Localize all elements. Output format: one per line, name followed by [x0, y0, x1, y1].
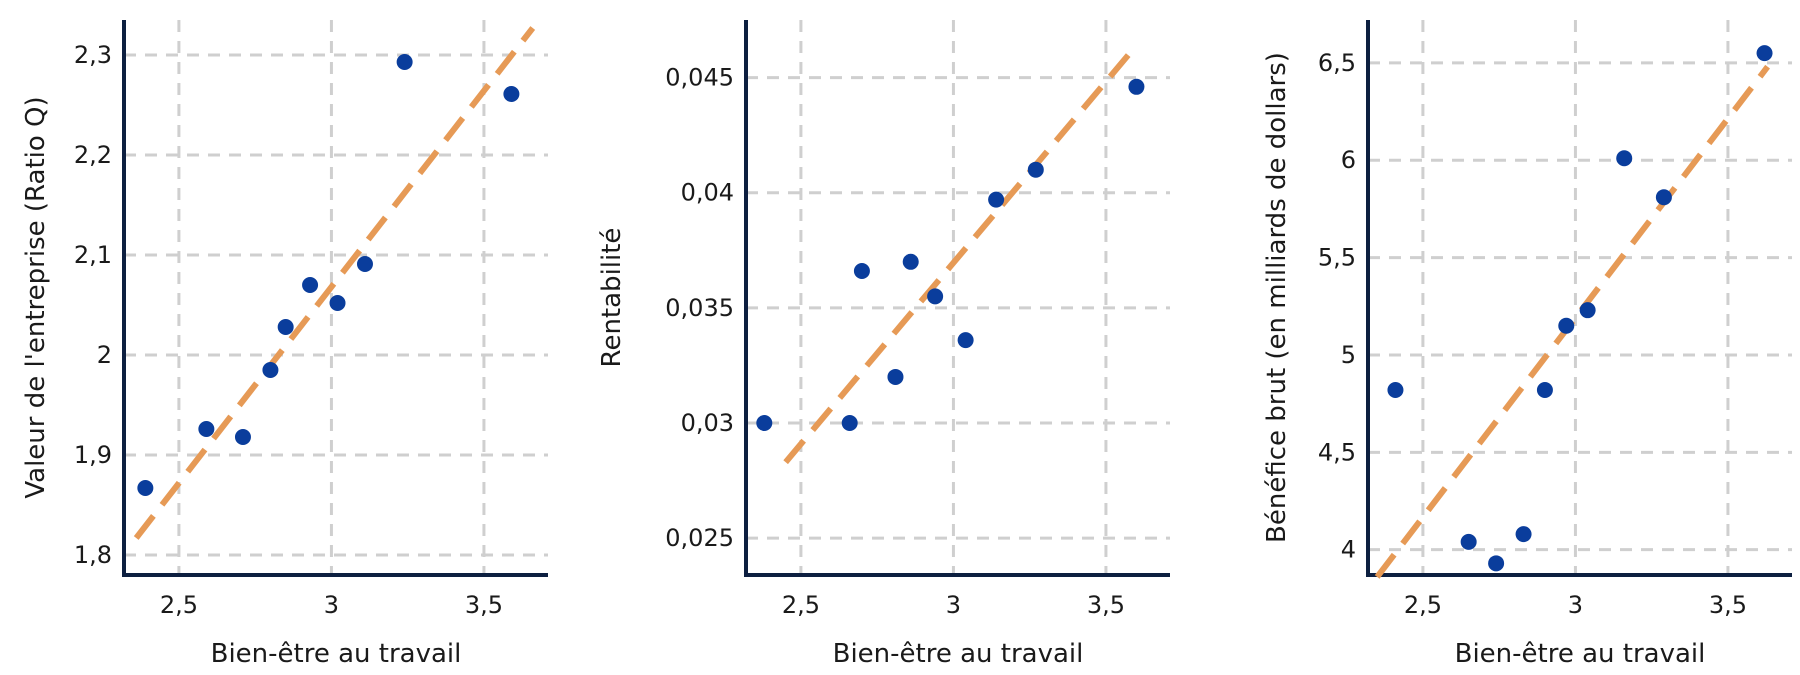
y-tick-label: 0,045 [665, 64, 734, 92]
y-tick-label: 2 [97, 341, 112, 369]
data-point [1460, 533, 1477, 550]
y-tick-label: 5 [1341, 341, 1356, 369]
y-tick-label: 0,025 [665, 524, 734, 552]
y-tick-label: 5,5 [1318, 244, 1356, 272]
data-point [841, 415, 858, 432]
data-point [277, 319, 294, 335]
x-tick-label: 3 [1568, 591, 1583, 619]
x-axis-title: Bien-être au travail [1455, 639, 1706, 669]
data-point [503, 86, 520, 102]
y-tick-label: 2,3 [74, 41, 112, 69]
x-tick-label: 2,5 [1404, 591, 1442, 619]
data-point [1579, 302, 1596, 319]
data-point [957, 332, 974, 349]
data-point [988, 191, 1005, 208]
y-tick-label: 4 [1341, 536, 1356, 564]
data-point [1655, 189, 1672, 206]
y-axis-title: Bénéfice brut (en milliards de dollars) [1262, 52, 1292, 543]
y-axis-title: Valeur de l'entreprise (Ratio Q) [21, 96, 51, 498]
data-point [1128, 78, 1145, 95]
y-tick-label: 6 [1341, 146, 1356, 174]
data-point [356, 256, 373, 272]
x-tick-label: 3,5 [1087, 591, 1125, 619]
data-point [137, 480, 154, 496]
trend-line [783, 43, 1139, 465]
x-axis-title: Bien-être au travail [211, 639, 462, 669]
data-point [1616, 150, 1633, 167]
data-point [302, 277, 319, 293]
y-tick-label: 1,8 [74, 541, 112, 569]
trend-line [133, 26, 536, 540]
data-point [853, 263, 870, 280]
data-point [1027, 161, 1044, 178]
data-point [1488, 555, 1505, 572]
y-axis-title: Rentabilité [597, 228, 627, 368]
y-tick-label: 0,04 [681, 179, 734, 207]
x-tick-label: 3 [324, 591, 339, 619]
data-point [756, 415, 773, 432]
x-tick-label: 3 [946, 591, 961, 619]
data-point [234, 429, 251, 445]
y-tick-label: 0,035 [665, 294, 734, 322]
x-tick-label: 3,5 [1709, 591, 1747, 619]
y-tick-label: 2,2 [74, 141, 112, 169]
y-tick-label: 2,1 [74, 241, 112, 269]
data-point [396, 54, 413, 70]
y-tick-label: 1,9 [74, 441, 112, 469]
data-point [1515, 526, 1532, 543]
y-tick-label: 0,03 [681, 409, 734, 437]
data-point [902, 253, 919, 270]
chart-2: 0,025 0,03 0,035 0,04 0,045 2,5 3 3,5Bien-être … [597, 20, 1170, 669]
y-tick-label: 6,5 [1318, 49, 1356, 77]
data-point [198, 421, 215, 437]
x-axis-title: Bien-être au travail [833, 639, 1084, 669]
data-point [1756, 45, 1773, 62]
x-tick-label: 2,5 [782, 591, 820, 619]
data-point [1558, 317, 1575, 334]
x-tick-label: 3,5 [465, 591, 503, 619]
y-tick-label: 4,5 [1318, 438, 1356, 466]
x-tick-label: 2,5 [160, 591, 198, 619]
data-point [262, 362, 279, 378]
data-point [887, 368, 904, 385]
data-point [927, 288, 944, 305]
data-point [1387, 382, 1404, 398]
data-point [1536, 382, 1553, 398]
data-point [329, 295, 346, 311]
